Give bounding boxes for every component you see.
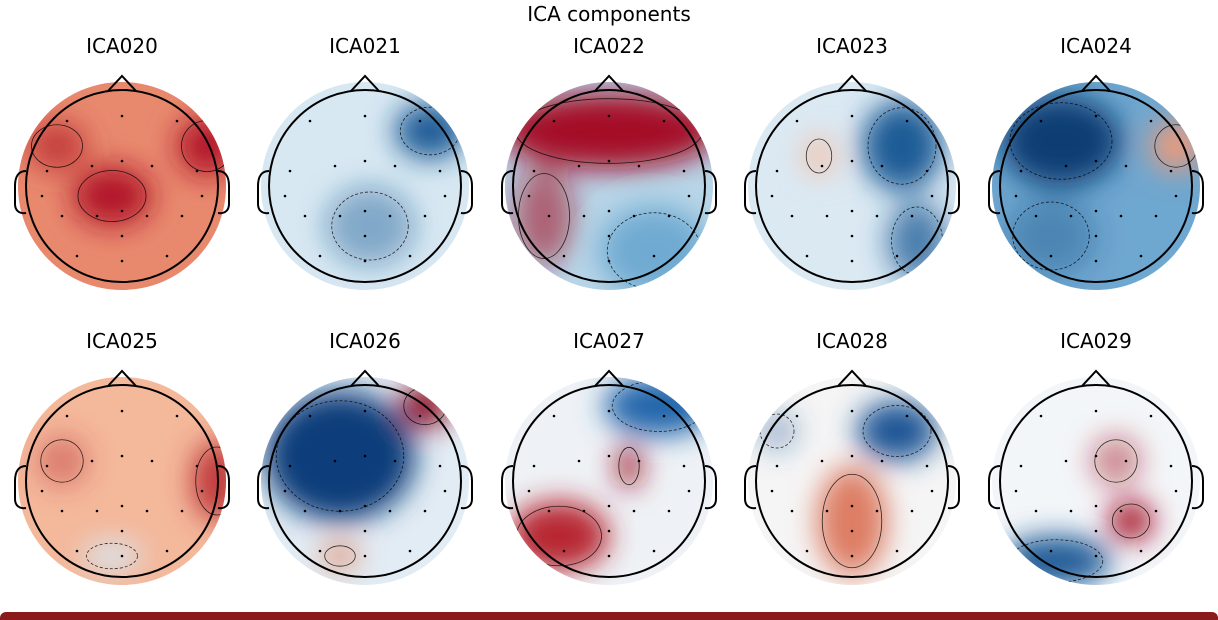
head-outline — [755, 384, 949, 578]
head-outline — [755, 89, 949, 283]
head-outline — [25, 384, 219, 578]
left-ear-icon — [14, 465, 27, 510]
head-outline — [268, 89, 462, 283]
topomap-head — [501, 369, 717, 585]
left-ear-icon — [988, 465, 1001, 510]
right-ear-icon — [217, 465, 230, 510]
right-ear-icon — [947, 465, 960, 510]
negative-region — [325, 186, 415, 266]
positive-region — [1109, 501, 1153, 541]
topomap-head — [257, 74, 473, 290]
nose-icon — [350, 74, 380, 92]
nose-icon — [594, 369, 624, 387]
topomap-head — [988, 369, 1204, 585]
nose-icon — [350, 369, 380, 387]
positive-region — [1151, 121, 1200, 171]
topomap-head — [257, 369, 473, 585]
topomap-panel: ICA021 — [250, 0, 480, 290]
left-ear-icon — [744, 465, 757, 510]
positive-region — [37, 436, 87, 486]
panel-title: ICA020 — [86, 34, 158, 58]
topomap-panel: ICA023 — [737, 0, 967, 290]
nose-icon — [837, 369, 867, 387]
topomap-head — [14, 369, 230, 585]
left-ear-icon — [14, 170, 27, 215]
nose-icon — [107, 369, 137, 387]
topomap-panel: ICA025 — [7, 295, 237, 585]
topomap-panel: ICA026 — [250, 295, 480, 585]
positive-region — [1091, 436, 1141, 486]
nose-icon — [594, 74, 624, 92]
nose-icon — [1081, 74, 1111, 92]
negative-region — [857, 401, 937, 461]
negative-region — [1001, 536, 1111, 585]
negative-region — [265, 391, 415, 521]
topomap-panel: ICA022 — [494, 0, 724, 290]
panel-title: ICA023 — [816, 34, 888, 58]
topomap-head — [744, 74, 960, 290]
left-ear-icon — [501, 170, 514, 215]
positive-region — [322, 544, 358, 568]
positive-region — [72, 166, 152, 226]
head-outline — [999, 384, 1193, 578]
negative-region — [82, 541, 142, 571]
panel-title: ICA026 — [329, 329, 401, 353]
topomap-panel: ICA028 — [737, 295, 967, 585]
positive-region — [505, 93, 713, 169]
right-ear-icon — [217, 170, 230, 215]
left-ear-icon — [988, 170, 1001, 215]
negative-region — [887, 201, 947, 281]
positive-region — [27, 121, 87, 171]
topomap-panel: ICA029 — [981, 295, 1211, 585]
left-ear-icon — [744, 170, 757, 215]
positive-region — [817, 466, 887, 576]
left-ear-icon — [501, 465, 514, 510]
topomap-head — [988, 74, 1204, 290]
right-ear-icon — [1191, 465, 1204, 510]
head-outline — [268, 384, 462, 578]
window-bottom-edge — [0, 612, 1218, 620]
negative-region — [862, 101, 942, 191]
right-ear-icon — [1191, 170, 1204, 215]
head-outline — [512, 89, 706, 283]
panel-title: ICA027 — [573, 329, 645, 353]
panel-title: ICA025 — [86, 329, 158, 353]
panel-title: ICA022 — [573, 34, 645, 58]
right-ear-icon — [460, 170, 473, 215]
head-outline — [999, 89, 1193, 283]
topomap-panel: ICA027 — [494, 295, 724, 585]
positive-region — [804, 136, 834, 176]
figure-title: ICA components — [527, 2, 691, 26]
left-ear-icon — [257, 170, 270, 215]
nose-icon — [837, 74, 867, 92]
topomap-head — [744, 369, 960, 585]
right-ear-icon — [704, 170, 717, 215]
left-ear-icon — [257, 465, 270, 510]
head-outline — [25, 89, 219, 283]
positive-region — [514, 166, 574, 266]
panel-title: ICA029 — [1060, 329, 1132, 353]
panel-title: ICA021 — [329, 34, 401, 58]
right-ear-icon — [947, 170, 960, 215]
panel-title: ICA024 — [1060, 34, 1132, 58]
right-ear-icon — [704, 465, 717, 510]
nose-icon — [1081, 369, 1111, 387]
topomap-head — [14, 74, 230, 290]
positive-region — [509, 501, 609, 571]
head-outline — [512, 384, 706, 578]
negative-region — [1001, 96, 1121, 186]
topomap-panel: ICA024 — [981, 0, 1211, 290]
right-ear-icon — [460, 465, 473, 510]
topomap-panel: ICA020 — [7, 0, 237, 290]
positive-region — [617, 444, 641, 488]
topomap-head — [501, 74, 717, 290]
nose-icon — [107, 74, 137, 92]
negative-region — [1006, 196, 1096, 276]
panel-title: ICA028 — [816, 329, 888, 353]
positive-region — [177, 116, 226, 176]
